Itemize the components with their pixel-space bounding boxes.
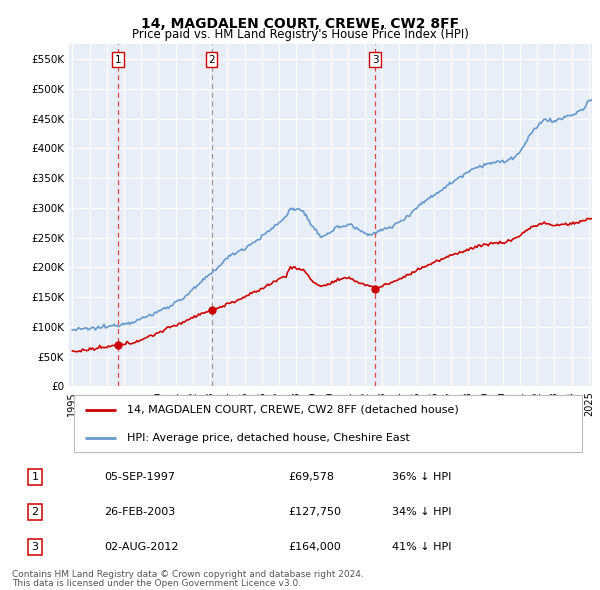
Text: 02-AUG-2012: 02-AUG-2012: [104, 542, 179, 552]
Text: 14, MAGDALEN COURT, CREWE, CW2 8FF (detached house): 14, MAGDALEN COURT, CREWE, CW2 8FF (deta…: [127, 405, 458, 415]
Text: 2: 2: [31, 507, 38, 517]
Text: Contains HM Land Registry data © Crown copyright and database right 2024.: Contains HM Land Registry data © Crown c…: [12, 570, 364, 579]
Text: 1: 1: [32, 472, 38, 482]
Text: £69,578: £69,578: [289, 472, 334, 482]
Text: 41% ↓ HPI: 41% ↓ HPI: [392, 542, 452, 552]
Text: £164,000: £164,000: [289, 542, 341, 552]
FancyBboxPatch shape: [74, 395, 582, 453]
Text: 3: 3: [371, 55, 379, 65]
Text: 14, MAGDALEN COURT, CREWE, CW2 8FF: 14, MAGDALEN COURT, CREWE, CW2 8FF: [141, 17, 459, 31]
Text: 3: 3: [32, 542, 38, 552]
Text: 34% ↓ HPI: 34% ↓ HPI: [392, 507, 452, 517]
Text: This data is licensed under the Open Government Licence v3.0.: This data is licensed under the Open Gov…: [12, 579, 301, 588]
Text: HPI: Average price, detached house, Cheshire East: HPI: Average price, detached house, Ches…: [127, 432, 409, 442]
Text: 36% ↓ HPI: 36% ↓ HPI: [392, 472, 452, 482]
Text: 2: 2: [208, 55, 215, 65]
Text: 1: 1: [115, 55, 122, 65]
Text: 26-FEB-2003: 26-FEB-2003: [104, 507, 175, 517]
Text: 05-SEP-1997: 05-SEP-1997: [104, 472, 175, 482]
Text: £127,750: £127,750: [289, 507, 341, 517]
Text: Price paid vs. HM Land Registry's House Price Index (HPI): Price paid vs. HM Land Registry's House …: [131, 28, 469, 41]
